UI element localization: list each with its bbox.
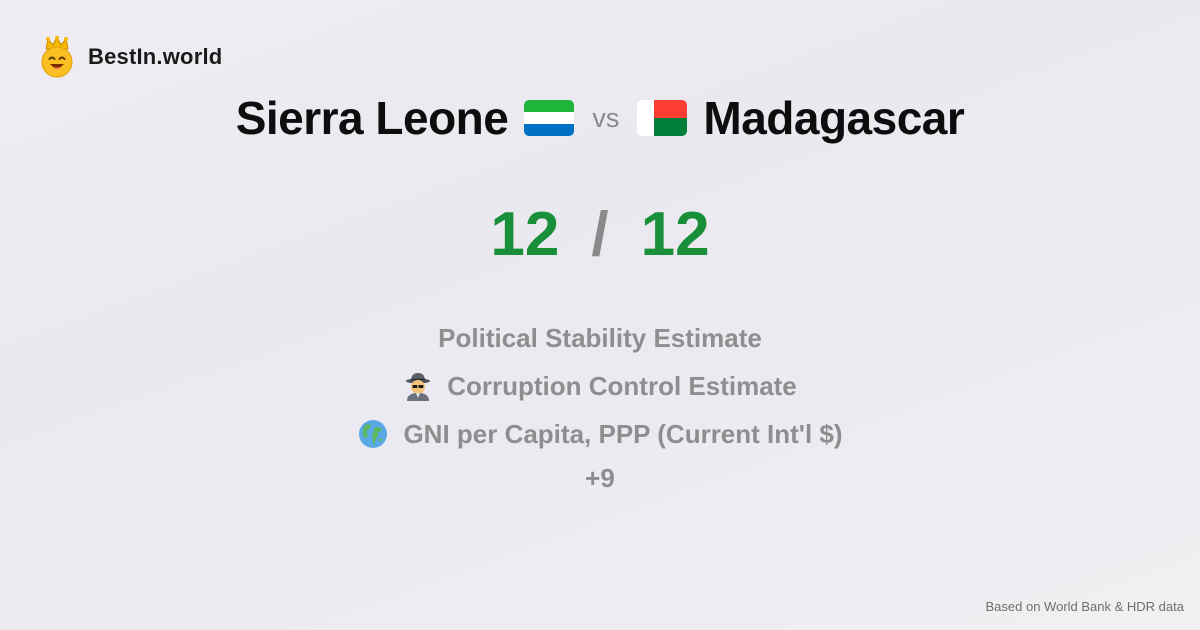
sierra-leone-flag-icon — [524, 100, 575, 136]
brand-name: BestIn.world — [88, 44, 223, 69]
left-country-name[interactable]: Sierra Leone — [235, 92, 509, 144]
vs-label: vs — [592, 102, 620, 133]
globe-icon — [357, 418, 389, 450]
metric-item[interactable]: Corruption Control Estimate — [0, 362, 1200, 410]
metric-item[interactable]: GNI per Capita, PPP (Current Int'l $) — [0, 410, 1200, 458]
metric-label: Political Stability Estimate — [438, 323, 762, 353]
score-separator: / — [591, 199, 609, 269]
comparison-title: Sierra Leone vs Madagascar — [0, 88, 1200, 148]
score: 12 / 12 — [0, 194, 1200, 274]
left-score: 12 — [490, 199, 560, 269]
metric-item[interactable]: Political Stability Estimate — [0, 314, 1200, 362]
crowned-smiley-icon — [38, 36, 76, 78]
metric-label: GNI per Capita, PPP (Current Int'l $) — [403, 419, 843, 449]
more-metrics-count[interactable]: +9 — [585, 463, 615, 493]
detective-icon — [403, 371, 433, 401]
right-score: 12 — [640, 199, 710, 269]
madagascar-flag-icon — [637, 100, 688, 136]
metric-label: Corruption Control Estimate — [447, 371, 797, 401]
brand[interactable]: BestIn.world — [38, 36, 222, 78]
metrics-list: Political Stability Estimate Corruption … — [0, 314, 1200, 506]
data-source-note: Based on World Bank & HDR data — [985, 599, 1184, 614]
right-country-name[interactable]: Madagascar — [703, 92, 965, 144]
